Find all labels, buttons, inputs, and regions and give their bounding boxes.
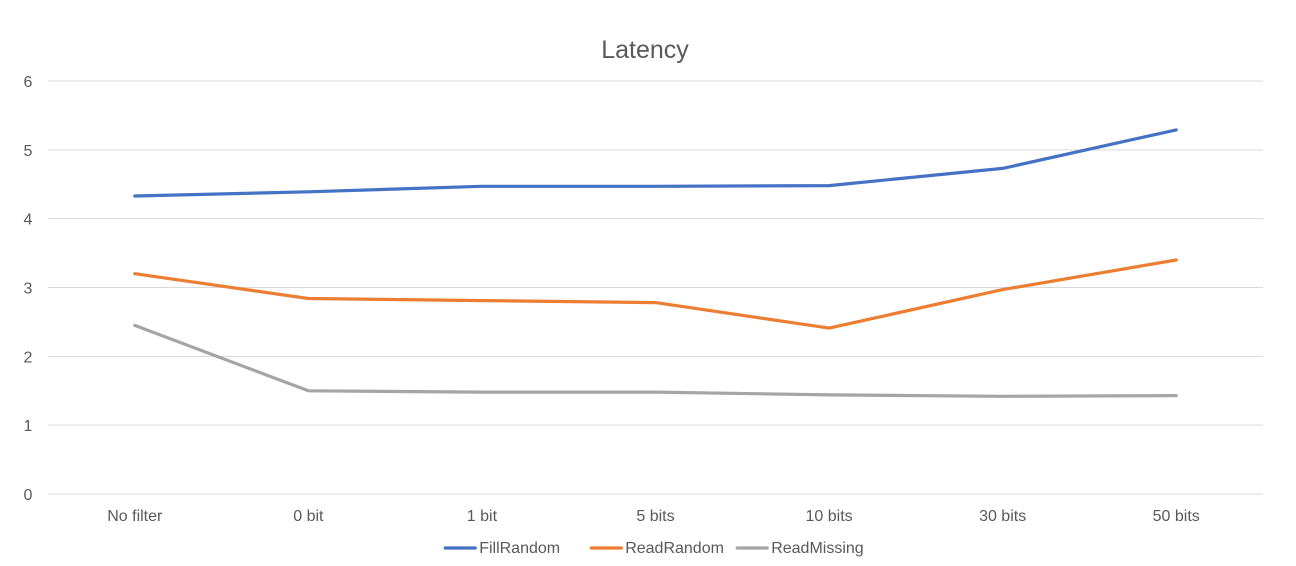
legend-item-fillrandom: FillRandom — [443, 540, 560, 557]
y-tick-label: 5 — [24, 143, 33, 160]
y-tick-label: 1 — [24, 418, 33, 435]
y-tick-label: 0 — [24, 487, 33, 504]
x-tick-label: 10 bits — [806, 508, 853, 525]
legend-label: FillRandom — [479, 540, 560, 557]
x-tick-label: 50 bits — [1153, 508, 1200, 525]
y-tick-label: 3 — [24, 281, 33, 298]
legend-label: ReadRandom — [625, 540, 724, 557]
series-line-fillrandom — [133, 128, 1178, 198]
y-tick-label: 4 — [24, 212, 33, 229]
x-axis-tick-labels: No filter 0 bit 1 bit 5 bits 10 bits 30 bits 5… — [107, 508, 1200, 525]
x-tick-label: 1 bit — [467, 508, 498, 525]
legend-label: ReadMissing — [771, 540, 863, 557]
x-tick-label: 30 bits — [979, 508, 1026, 525]
y-tick-label: 6 — [24, 74, 33, 91]
x-tick-label: No filter — [107, 508, 163, 525]
series-line-readrandom — [133, 258, 1178, 330]
legend: FillRandom ReadRandom ReadMissing — [443, 540, 864, 557]
series-lines — [133, 128, 1178, 398]
gridlines — [48, 80, 1263, 495]
x-tick-label: 0 bit — [293, 508, 324, 525]
x-tick-label: 5 bits — [636, 508, 674, 525]
y-axis-tick-labels: 0 1 2 3 4 5 6 — [24, 74, 33, 504]
legend-item-readmissing: ReadMissing — [735, 540, 864, 557]
chart-title: Latency — [601, 36, 689, 64]
series-line-readmissing — [133, 323, 1178, 398]
y-tick-label: 2 — [24, 349, 33, 366]
legend-item-readrandom: ReadRandom — [589, 540, 724, 557]
